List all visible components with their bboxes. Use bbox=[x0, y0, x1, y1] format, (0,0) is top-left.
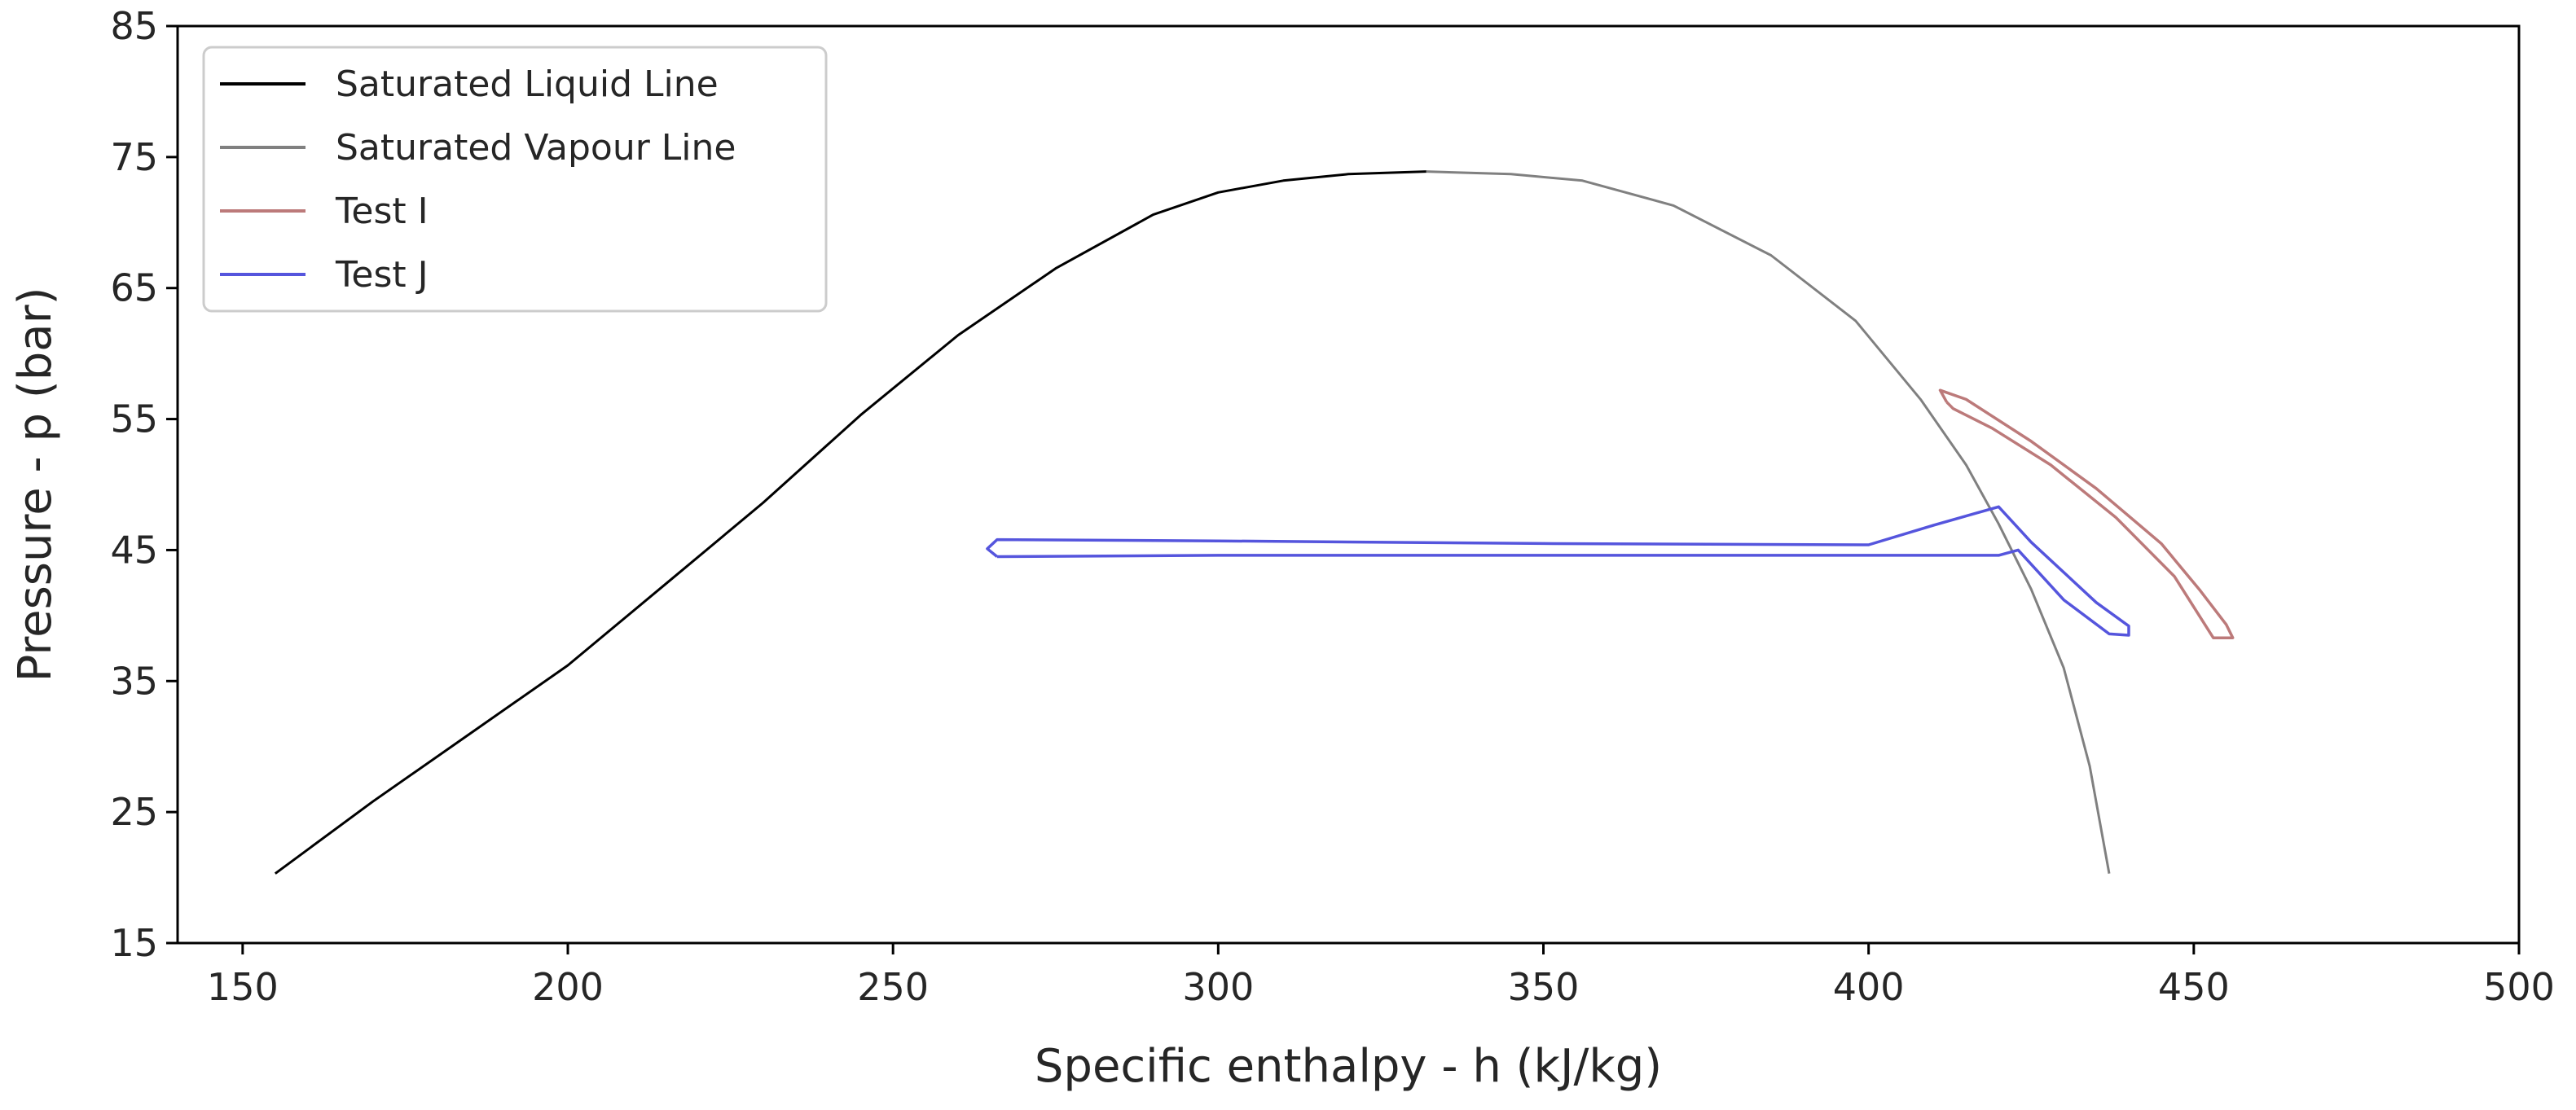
plot-frame bbox=[176, 24, 2521, 945]
x-tick-label: 450 bbox=[2158, 965, 2230, 1009]
y-tick-label: 65 bbox=[110, 266, 158, 310]
y-axis-title: Pressure - p (bar) bbox=[9, 287, 62, 682]
y-tick-label: 75 bbox=[110, 135, 158, 179]
x-tick-label: 250 bbox=[857, 965, 929, 1009]
x-axis-title: Specific enthalpy - h (kJ/kg) bbox=[1035, 1040, 1662, 1093]
legend-label-saturated-liquid-line: Saturated Liquid Line bbox=[336, 64, 719, 105]
x-tick-label: 500 bbox=[2483, 965, 2555, 1009]
y-tick-label: 15 bbox=[110, 921, 158, 965]
y-tick-label: 55 bbox=[110, 397, 158, 441]
x-tick-label: 350 bbox=[1508, 965, 1580, 1009]
legend-label-test-i: Test I bbox=[335, 191, 429, 232]
x-tick-label: 300 bbox=[1182, 965, 1254, 1009]
y-tick-label: 25 bbox=[110, 790, 158, 834]
y-tick-label: 45 bbox=[110, 528, 158, 572]
series-line-test-i bbox=[1938, 388, 2235, 639]
legend: Saturated Liquid Line Saturated Vapour L… bbox=[202, 46, 828, 313]
series-line-saturated-liquid-line bbox=[274, 170, 1426, 875]
x-tick-label: 150 bbox=[207, 965, 279, 1009]
series-layer bbox=[274, 170, 2235, 875]
series-line-test-j bbox=[986, 505, 2130, 637]
legend-label-test-j: Test J bbox=[335, 254, 429, 296]
legend-box bbox=[202, 46, 828, 313]
y-tick-label: 85 bbox=[110, 4, 158, 48]
series-line-saturated-vapour-line bbox=[1426, 170, 2111, 874]
x-tick-label: 200 bbox=[532, 965, 604, 1009]
y-tick-label: 35 bbox=[110, 659, 158, 703]
x-tick-label: 400 bbox=[1833, 965, 1905, 1009]
legend-label-saturated-vapour-line: Saturated Vapour Line bbox=[336, 127, 736, 169]
axes-layer: 150 200 250 300 350 400 450 500 15 25 35 45 55 65 75 85 bbox=[110, 4, 2554, 1009]
